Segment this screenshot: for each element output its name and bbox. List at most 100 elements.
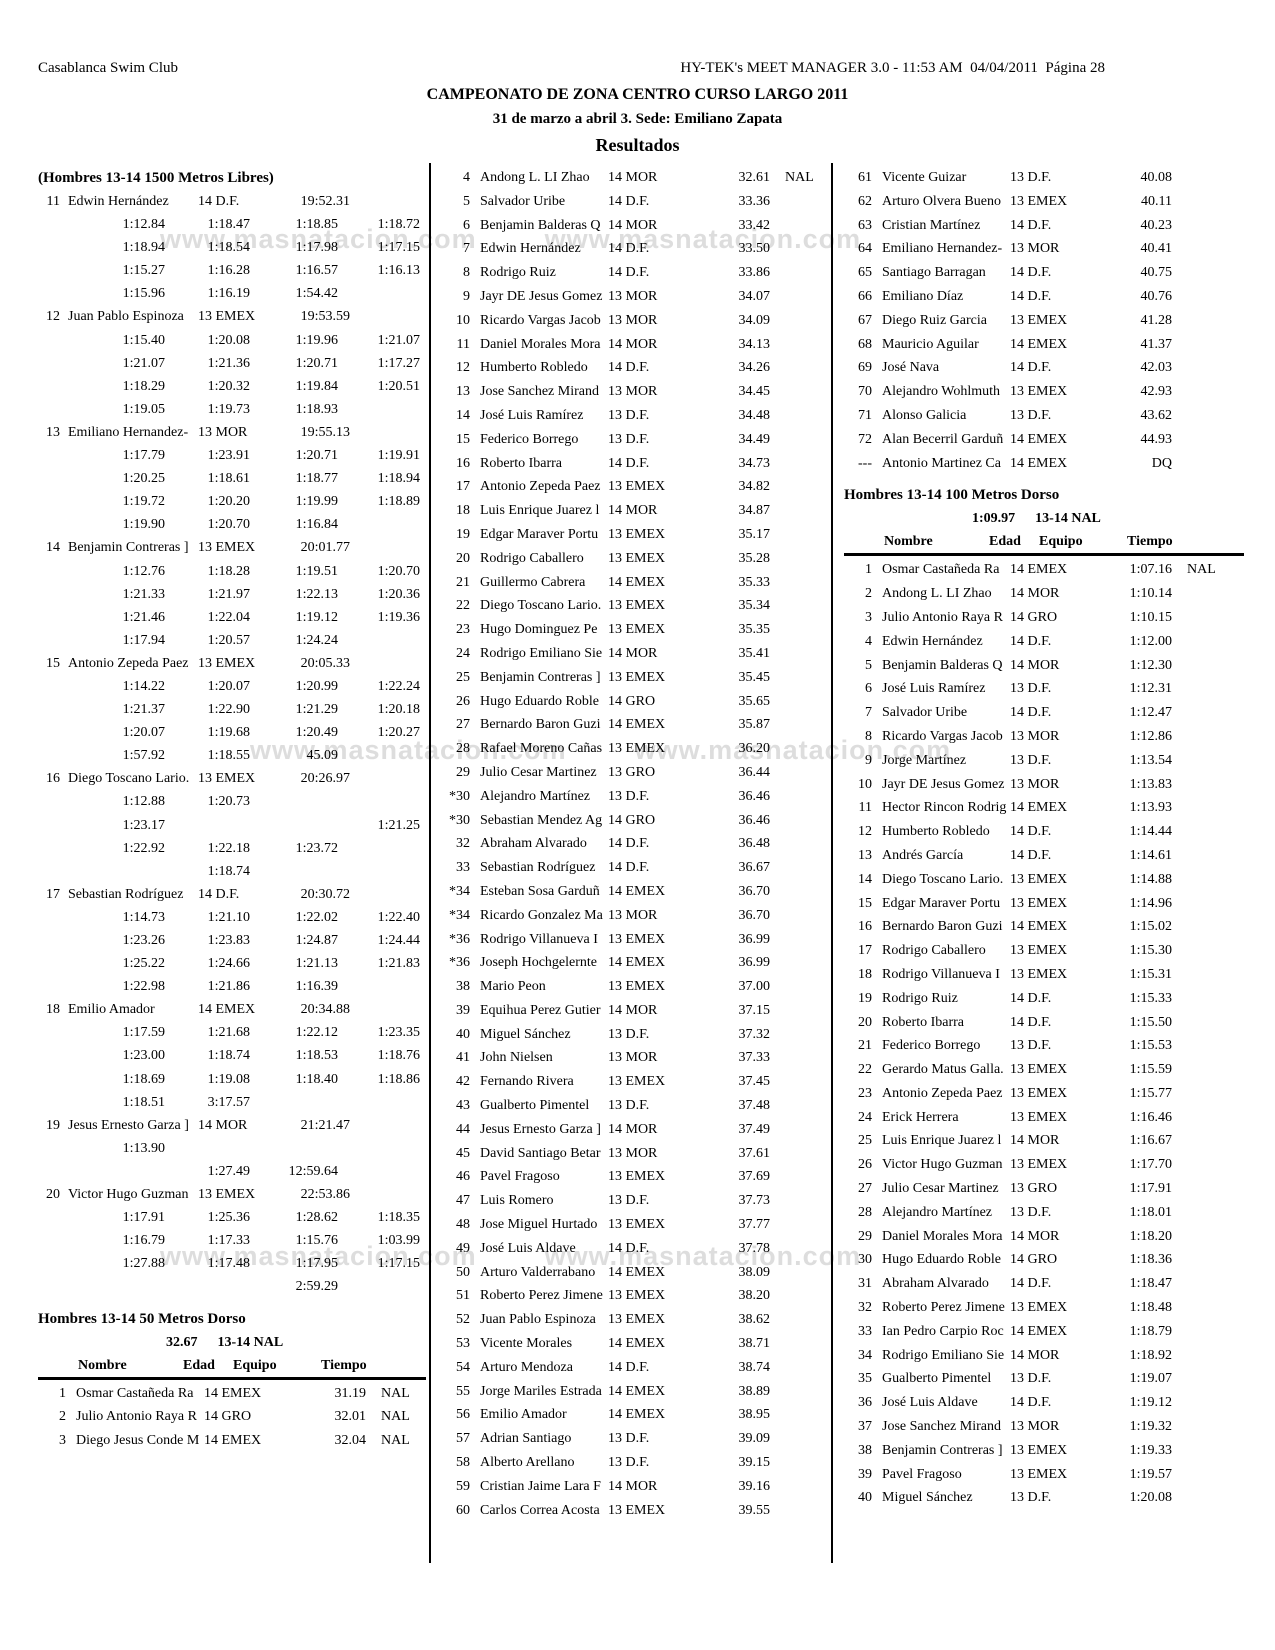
dorso50-rows-right: 61 Vicente Guizar 13 D.F. 40.08 62 Arturo Olv… [844, 166, 1244, 475]
result-row: 44 Jesus Ernesto Garza ] 14 MOR 37.49 [442, 1118, 828, 1142]
result-name: Alberto Arellano [480, 1455, 575, 1471]
result-age-team: 13 D.F. [608, 407, 650, 423]
result-row: 26 Hugo Eduardo Roble 14 GRO 35.65 [442, 690, 828, 714]
result-entry: 19 Jesus Ernesto Garza ] 14 MOR 21:21.47 [38, 1114, 426, 1137]
result-name: Joseph Hochgelernte [480, 955, 598, 971]
result-age-team: 13 D.F. [1010, 1490, 1052, 1506]
entry-age-team: 14 MOR [198, 1117, 248, 1133]
result-place: 28 [858, 1204, 872, 1220]
result-row: 25 Luis Enrique Juarez l 14 MOR 1:16.67 [844, 1129, 1244, 1153]
result-time: 33.86 [738, 265, 771, 281]
result-name: Salvador Uribe [882, 705, 968, 721]
result-place: 27 [858, 1181, 872, 1197]
result-name: Rodrigo Ruiz [882, 990, 958, 1006]
result-name: Miguel Sánchez [882, 1490, 973, 1506]
split-time: 1:27.49 [207, 1163, 250, 1179]
result-entry: 13 Emiliano Hernandez- 13 MOR 19:55.13 [38, 421, 426, 444]
result-row: 17 Antonio Zepeda Paez 13 EMEX 34.82 [442, 475, 828, 499]
split-time: 1:17.33 [207, 1233, 250, 1249]
result-age-team: 13 EMEX [1010, 943, 1068, 959]
result-row: 5 Salvador Uribe 14 D.F. 33.36 [442, 190, 828, 214]
result-age-team: 14 D.F. [608, 265, 650, 281]
entry-final-time: 20:26.97 [300, 771, 350, 787]
split-time: 1:20.49 [295, 725, 338, 741]
result-place: 63 [858, 217, 872, 233]
result-time: 1:15.31 [1129, 966, 1172, 982]
result-time: 35.45 [738, 669, 771, 685]
result-age-team: 14 GRO [204, 1409, 252, 1425]
splits-row: 1:17.59 1:21.68 1:22.12 1:23.35 [38, 1021, 426, 1044]
entry-name: Sebastian Rodríguez [68, 886, 184, 902]
result-place: 66 [858, 288, 872, 304]
result-row: 64 Emiliano Hernandez- 13 MOR 40.41 [844, 237, 1244, 261]
result-name: Jorge Mariles Estrada [480, 1383, 602, 1399]
result-place: 15 [858, 895, 872, 911]
split-time: 1:22.40 [377, 909, 420, 925]
result-age-team: 14 MOR [608, 503, 658, 519]
result-name: Jose Sanchez Mirand [480, 384, 599, 400]
result-row: 15 Edgar Maraver Portu 13 EMEX 1:14.96 [844, 892, 1244, 916]
result-place: 46 [456, 1169, 470, 1185]
result-age-team: 14 MOR [1010, 657, 1060, 673]
result-name: Andong L. LI Zhao [882, 586, 992, 602]
result-name: Edwin Hernández [882, 633, 983, 649]
result-age-team: 14 D.F. [608, 241, 650, 257]
splits-row: 1:21.37 1:22.90 1:21.29 1:20.18 [38, 698, 426, 721]
result-row: 29 Daniel Morales Mora 14 MOR 1:18.20 [844, 1225, 1244, 1249]
result-time: 36.99 [738, 955, 771, 971]
split-time: 1:21.68 [207, 1025, 250, 1041]
result-row: *30 Alejandro Martínez 13 D.F. 36.46 [442, 785, 828, 809]
result-age-team: 14 EMEX [608, 1407, 666, 1423]
result-place: 14 [456, 407, 470, 423]
result-name: Jayr DE Jesus Gomez [480, 288, 603, 304]
result-row: 69 José Nava 14 D.F. 42.03 [844, 356, 1244, 380]
result-row: 52 Juan Pablo Espinoza 13 EMEX 38.62 [442, 1308, 828, 1332]
result-name: Edwin Hernández [480, 241, 581, 257]
split-time: 1:20.27 [377, 725, 420, 741]
result-age-team: 13 D.F. [1010, 1371, 1052, 1387]
result-row: 38 Benjamin Contreras ] 13 EMEX 1:19.33 [844, 1439, 1244, 1463]
split-time: 1:20.20 [207, 494, 250, 510]
result-row: 54 Arturo Mendoza 14 D.F. 38.74 [442, 1356, 828, 1380]
result-age-team: 13 EMEX [1010, 1157, 1068, 1173]
result-name: Alejandro Martínez [882, 1204, 993, 1220]
split-time: 2:59.29 [295, 1279, 338, 1295]
result-age-team: 13 D.F. [608, 1098, 650, 1114]
split-time [250, 814, 338, 837]
result-age-team: 13 EMEX [608, 550, 666, 566]
result-age-team: 14 GRO [608, 693, 656, 709]
splits-row: 1:25.22 1:24.66 1:21.13 1:21.83 [38, 952, 426, 975]
split-time: 1:23.00 [122, 1048, 165, 1064]
result-row: 16 Roberto Ibarra 14 D.F. 34.73 [442, 452, 828, 476]
result-row: 13 Jose Sanchez Mirand 13 MOR 34.45 [442, 380, 828, 404]
result-age-team: 13 MOR [608, 907, 658, 923]
result-name: Osmar Castañeda Ra [882, 562, 1000, 578]
result-time: 34.82 [738, 479, 771, 495]
result-name: Luis Enrique Juarez l [480, 503, 600, 519]
result-row: 16 Bernardo Baron Guzi 14 EMEX 1:15.02 [844, 915, 1244, 939]
entry-name: Antonio Zepeda Paez [68, 655, 189, 671]
split-time: 1:19.36 [377, 609, 420, 625]
split-time: 1:21.37 [122, 702, 165, 718]
result-row: 10 Jayr DE Jesus Gomez 13 MOR 1:13.83 [844, 773, 1244, 797]
result-row: 55 Jorge Mariles Estrada 14 EMEX 38.89 [442, 1380, 828, 1404]
entry-place: 19 [46, 1117, 60, 1133]
col-header-tiempo: Tiempo [1127, 534, 1173, 550]
result-age-team: 14 D.F. [1010, 1276, 1052, 1292]
result-note: NAL [785, 170, 814, 185]
result-time: 1:18.79 [1129, 1323, 1172, 1339]
split-time: 1:19.91 [377, 448, 420, 464]
result-time: 35.34 [738, 598, 771, 614]
result-name: Sebastian Rodríguez [480, 860, 596, 876]
result-age-team: 13 EMEX [1010, 1442, 1068, 1458]
result-row: 31 Abraham Alvarado 14 D.F. 1:18.47 [844, 1272, 1244, 1296]
result-time: 37.00 [738, 979, 771, 995]
col-header-tiempo: Tiempo [321, 1357, 367, 1373]
split-time: 1:16.84 [295, 517, 338, 533]
result-time: 40.23 [1140, 217, 1173, 233]
result-time: 36.46 [738, 788, 771, 804]
result-row: 58 Alberto Arellano 13 D.F. 39.15 [442, 1451, 828, 1475]
result-time: 1:13.54 [1129, 752, 1172, 768]
meet-subtitle: 31 de marzo a abril 3. Sede: Emiliano Za… [492, 111, 783, 127]
